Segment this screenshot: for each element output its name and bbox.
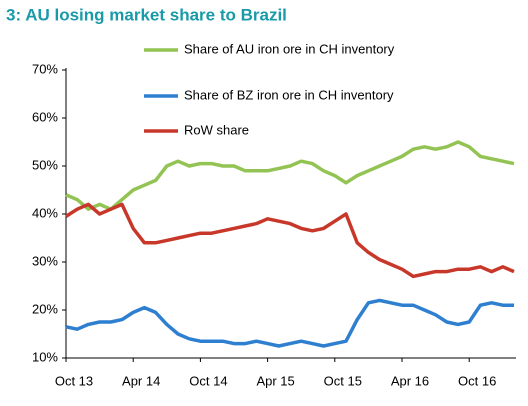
legend-label: RoW share bbox=[184, 122, 249, 137]
chart-title: 3: AU losing market share to Brazil bbox=[6, 5, 287, 24]
y-tick-label: 70% bbox=[32, 61, 58, 76]
y-tick-label: 20% bbox=[32, 301, 58, 316]
x-tick-label: Oct 16 bbox=[458, 373, 496, 388]
legend-label: Share of AU iron ore in CH inventory bbox=[184, 41, 395, 56]
x-tick-label: Apr 16 bbox=[391, 373, 429, 388]
x-tick-label: Apr 14 bbox=[122, 373, 160, 388]
legend-label: Share of BZ iron ore in CH inventory bbox=[184, 87, 394, 102]
y-tick-label: 40% bbox=[32, 205, 58, 220]
x-tick-label: Oct 14 bbox=[189, 373, 227, 388]
y-tick-label: 60% bbox=[32, 109, 58, 124]
series-line bbox=[65, 140, 515, 211]
x-tick-label: Oct 15 bbox=[324, 373, 362, 388]
y-tick-label: 50% bbox=[32, 157, 58, 172]
series-line bbox=[65, 202, 515, 279]
y-tick-label: 10% bbox=[32, 349, 58, 364]
series-line bbox=[65, 298, 514, 348]
x-tick-label: Oct 13 bbox=[55, 373, 93, 388]
y-tick-label: 30% bbox=[32, 253, 58, 268]
x-tick-label: Apr 15 bbox=[256, 373, 294, 388]
